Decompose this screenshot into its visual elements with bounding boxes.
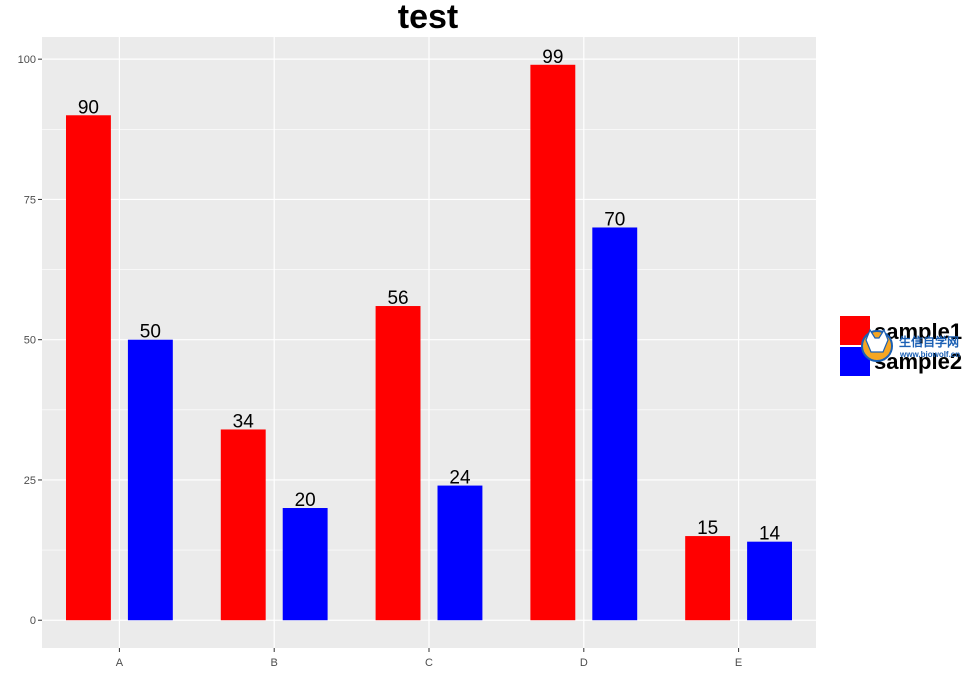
data-label: 14 (759, 524, 781, 545)
y-tick-label: 25 (24, 475, 36, 487)
x-tick-label: B (271, 657, 278, 669)
bar-sample2-C (437, 485, 483, 621)
watermark: 生信自学网 www.biowolf.cn (861, 328, 960, 362)
x-tick-label: E (735, 657, 742, 669)
data-label: 15 (697, 518, 718, 539)
data-label: 90 (78, 97, 99, 118)
data-label: 56 (387, 288, 408, 309)
x-tick-label: C (425, 657, 433, 669)
data-label: 34 (233, 411, 255, 432)
data-label: 24 (449, 468, 471, 489)
data-label: 20 (295, 490, 316, 511)
x-tick-label: D (580, 657, 588, 669)
bar-sample1-C (375, 306, 421, 621)
bar-sample1-E (685, 536, 731, 621)
bar-sample2-E (747, 541, 793, 621)
axes: 0 25 50 75 100 A B C D E (18, 54, 743, 669)
data-label: 99 (542, 47, 563, 68)
bar-sample1-D (530, 64, 576, 621)
y-tick-label: 100 (18, 54, 36, 66)
bar-sample2-D (592, 227, 638, 621)
bar-sample2-A (127, 339, 173, 621)
y-tick-label: 75 (24, 194, 36, 206)
fox-face-icon (865, 328, 889, 353)
data-label: 70 (604, 209, 625, 230)
watermark-name: 生信自学网 (899, 334, 959, 349)
bars (65, 64, 793, 621)
data-labels: 90 34 56 99 15 50 20 24 70 14 (78, 47, 781, 545)
bar-sample1-A (65, 115, 111, 621)
y-tick-label: 50 (24, 335, 36, 347)
y-tick-label: 0 (30, 615, 36, 627)
grid-lines (42, 37, 816, 648)
watermark-url: www.biowolf.cn (899, 350, 960, 359)
bar-sample1-B (220, 429, 266, 621)
data-label: 50 (140, 322, 161, 343)
x-tick-label: A (116, 657, 124, 669)
chart-title: test (398, 0, 458, 36)
bar-sample2-B (282, 508, 328, 621)
